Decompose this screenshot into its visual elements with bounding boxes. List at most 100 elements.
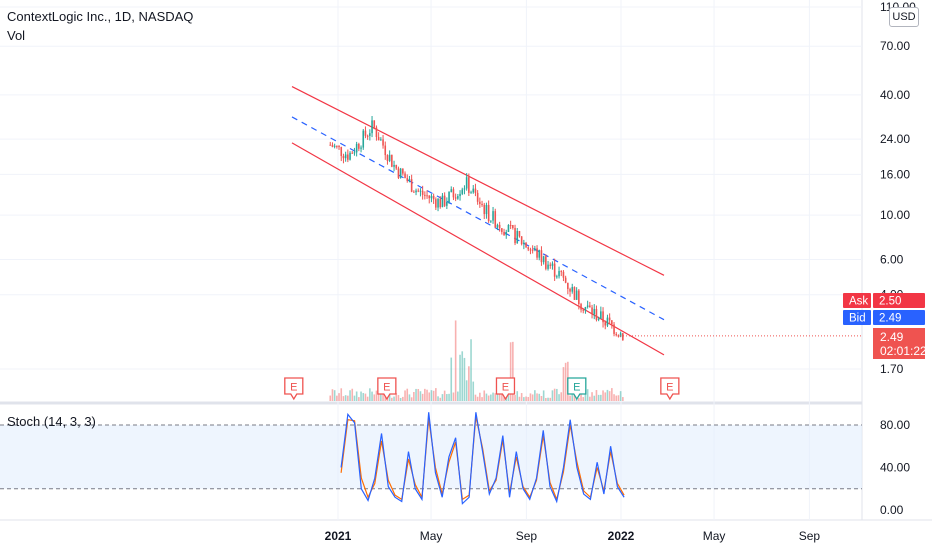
volume-bar	[413, 391, 415, 401]
price-candle	[602, 311, 604, 323]
price-candle	[342, 156, 345, 159]
volume-bar	[338, 393, 340, 401]
price-candle	[531, 249, 534, 251]
volume-bar	[382, 393, 384, 401]
price-candle	[485, 204, 488, 215]
volume-bar	[481, 397, 483, 401]
volume-bar	[450, 357, 453, 401]
volume-bar	[582, 397, 585, 401]
price-candle	[542, 256, 545, 263]
volume-bar	[362, 393, 365, 401]
volume-bar	[558, 394, 560, 401]
volume-bar	[333, 390, 336, 401]
price-candle	[430, 195, 433, 199]
price-tick-label: 6.00	[880, 253, 904, 267]
time-tick-label: May	[420, 529, 443, 543]
volume-bar	[406, 388, 409, 401]
price-candle	[382, 139, 384, 146]
price-candle	[534, 248, 536, 250]
last-price-value: 2.49	[880, 330, 904, 344]
price-candle	[595, 308, 598, 320]
earnings-marker-shape	[660, 377, 680, 401]
price-candle	[538, 250, 541, 258]
volume-bar	[428, 392, 431, 401]
volume-bar	[534, 390, 536, 401]
volume-bar	[490, 394, 492, 401]
volume-bar	[518, 396, 521, 401]
price-candle	[402, 168, 404, 174]
volume-bar	[615, 395, 618, 401]
price-candle	[452, 189, 455, 198]
earnings-marker-shape	[284, 377, 304, 401]
volume-bar	[342, 396, 345, 401]
volume-bar	[523, 397, 525, 401]
price-candle	[457, 196, 459, 199]
price-candle	[615, 333, 618, 336]
price-candle	[360, 147, 362, 149]
ask-label-bg	[843, 293, 871, 308]
volume-bar	[496, 392, 499, 401]
price-candle	[417, 190, 420, 192]
price-candle	[622, 333, 624, 341]
price-candle	[545, 256, 547, 269]
price-candle	[432, 195, 435, 200]
volume-bar	[569, 395, 571, 401]
price-candle	[516, 231, 519, 244]
price-candle	[498, 224, 501, 229]
price-candle	[525, 242, 527, 248]
price-candle	[421, 190, 424, 195]
volume-bar	[509, 342, 512, 401]
price-candle	[435, 199, 437, 208]
price-candle	[496, 224, 499, 228]
volume-bar	[344, 395, 347, 401]
volume-bar	[432, 390, 435, 401]
earnings-marker: E	[660, 377, 680, 401]
price-candle	[556, 276, 558, 278]
price-candle	[527, 247, 530, 250]
volume-bar	[595, 390, 598, 401]
volume-bar	[529, 393, 532, 401]
volume-bar	[452, 392, 455, 401]
price-candle	[375, 127, 378, 138]
volume-bar	[430, 390, 433, 401]
volume-bar	[448, 393, 450, 401]
last-price-bg	[873, 328, 925, 359]
earnings-marker: E	[284, 377, 304, 401]
ask-value: 2.50	[879, 296, 901, 308]
price-candle	[377, 137, 380, 141]
volume-bar	[520, 393, 523, 401]
price-candle	[380, 139, 382, 141]
price-tick-label: 40.00	[880, 88, 910, 102]
price-candle	[593, 308, 596, 315]
price-candle	[512, 225, 514, 229]
time-tick-label: 2022	[608, 529, 635, 543]
volume-bar	[371, 391, 373, 401]
volume-bar	[540, 395, 543, 401]
volume-bar	[606, 389, 609, 401]
volume-bar	[597, 394, 600, 401]
price-tick-label: 1.70	[880, 362, 904, 376]
price-candle	[393, 164, 395, 167]
volume-bar	[351, 388, 354, 401]
volume-bar	[494, 393, 497, 401]
bar-countdown: 02:01:22	[880, 344, 927, 358]
volume-bar	[373, 394, 376, 401]
price-candle	[388, 154, 391, 161]
price-candle	[450, 189, 453, 193]
price-candle	[619, 333, 622, 337]
volume-bar	[331, 389, 334, 401]
time-tick-label: 2021	[325, 529, 352, 543]
price-candle	[584, 307, 587, 311]
volume-bar	[619, 391, 622, 401]
volume-bar	[340, 388, 343, 401]
currency-button[interactable]: USD	[889, 7, 919, 27]
price-candle	[501, 228, 503, 232]
volume-bar	[417, 389, 420, 401]
price-candle	[492, 211, 494, 221]
volume-bar	[468, 366, 470, 401]
earnings-marker-label: E	[666, 382, 673, 394]
volume-bar	[443, 390, 446, 401]
price-candle	[424, 194, 426, 196]
price-candle	[446, 201, 448, 206]
